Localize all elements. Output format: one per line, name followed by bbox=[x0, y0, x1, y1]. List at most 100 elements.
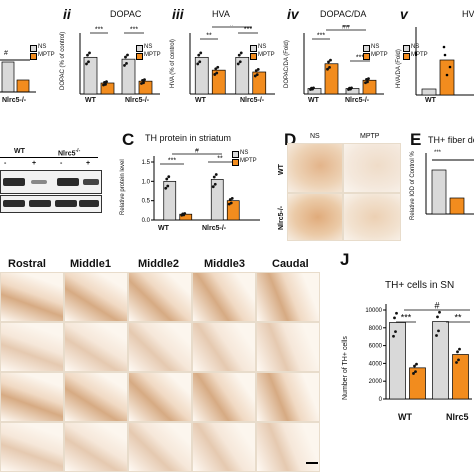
panel-c-title: TH protein in striatum bbox=[145, 133, 232, 143]
data-point bbox=[143, 78, 146, 82]
sn-section-tile bbox=[64, 322, 128, 372]
legend-ns-label: NS bbox=[38, 44, 47, 50]
section-col-rostral: Rostral bbox=[8, 258, 46, 270]
bar-wt-mptp bbox=[409, 367, 426, 400]
data-point bbox=[455, 361, 458, 364]
data-point bbox=[350, 86, 353, 90]
y-tick-label: 1.5 bbox=[142, 160, 151, 166]
blot-ko-sup: -/- bbox=[75, 148, 81, 154]
legend-mptp-swatch bbox=[363, 53, 370, 60]
data-point bbox=[124, 55, 127, 59]
significance-label: *** bbox=[168, 158, 176, 165]
blot-control-membrane bbox=[0, 195, 102, 213]
data-point bbox=[367, 77, 370, 80]
sn-section-tile bbox=[128, 372, 192, 422]
legend-ns-swatch bbox=[30, 45, 37, 52]
y-tick-label: 10000 bbox=[365, 308, 382, 314]
data-point bbox=[213, 182, 217, 186]
striatum-wt-mptp bbox=[343, 143, 401, 193]
panel-c-ylabel: Relative protein level bbox=[120, 159, 126, 215]
data-point bbox=[216, 65, 220, 69]
data-point bbox=[237, 53, 241, 57]
panel-j-ylabel: Number of TH+ cells bbox=[342, 336, 349, 400]
panel-ii-title: DOPAC bbox=[110, 9, 142, 19]
section-col-caudal: Caudal bbox=[272, 258, 309, 270]
sn-section-tile bbox=[128, 422, 192, 472]
significance-label: *** bbox=[356, 55, 364, 62]
bar-nlrc-mptp bbox=[452, 354, 469, 400]
data-point bbox=[105, 80, 108, 84]
y-tick-label: 8000 bbox=[369, 326, 383, 332]
striatum-ko-mptp bbox=[343, 193, 401, 241]
data-point bbox=[457, 358, 460, 362]
sn-section-grid bbox=[0, 272, 322, 474]
panel-ii-group-ko: Nlrc5-/- bbox=[125, 97, 150, 104]
panel-c-chart: 0.00.51.01.5 *** **# bbox=[142, 148, 260, 223]
data-point bbox=[215, 71, 219, 75]
sn-section-tile bbox=[0, 422, 64, 472]
panel-e-chart bbox=[425, 153, 474, 215]
panel-e-title: TH+ fiber der bbox=[428, 135, 474, 145]
data-point bbox=[164, 186, 168, 190]
data-point bbox=[198, 60, 202, 64]
data-point bbox=[199, 51, 203, 55]
significance-label: ** bbox=[206, 33, 212, 40]
legend-mptp-swatch bbox=[136, 53, 143, 60]
panel-d-row-wt: WT bbox=[278, 164, 285, 175]
blot-wt-label: WT bbox=[14, 148, 25, 155]
panel-v-title: HV bbox=[462, 9, 474, 19]
data-point bbox=[395, 311, 398, 315]
sn-section-tile bbox=[256, 322, 320, 372]
significance-label: ** bbox=[454, 313, 462, 323]
blot-band-ko-mptp bbox=[83, 179, 99, 185]
data-point bbox=[239, 51, 243, 55]
panel-iii-group-wt: WT bbox=[195, 97, 206, 104]
panel-j-chart: 0 2000 4000 6000 8000 10000 *** # ** bbox=[365, 301, 472, 402]
blot-band-ctrl-4 bbox=[79, 200, 99, 207]
data-point bbox=[230, 196, 234, 200]
data-point bbox=[87, 60, 90, 64]
panel-iv-group-ko: Nlrc5-/- bbox=[345, 97, 370, 104]
significance-label: *** bbox=[130, 27, 138, 34]
legend-mptp-swatch bbox=[250, 53, 257, 60]
panel-e-sig: *** bbox=[434, 150, 442, 156]
significance-label: # bbox=[434, 301, 439, 311]
data-point bbox=[414, 370, 417, 373]
legend-ns-swatch bbox=[250, 45, 257, 52]
data-point bbox=[88, 51, 91, 55]
panel-ii-roman: ii bbox=[63, 6, 71, 22]
data-point bbox=[255, 73, 259, 77]
bar-wt-ns bbox=[163, 180, 177, 221]
section-col-middle2: Middle2 bbox=[138, 258, 179, 270]
y-tick-label: 0 bbox=[379, 397, 383, 402]
significance-label: *** bbox=[401, 313, 412, 323]
data-point bbox=[392, 334, 395, 338]
panel-iv-group-wt: WT bbox=[308, 97, 319, 104]
data-point bbox=[253, 74, 257, 78]
data-point bbox=[326, 67, 329, 71]
legend-mptp-label: MPTP bbox=[371, 52, 388, 58]
panel-j-letter: J bbox=[340, 250, 350, 269]
data-point bbox=[126, 53, 129, 57]
data-point bbox=[256, 67, 260, 71]
panel-e-ylabel: Relative IOD of Control % bbox=[410, 151, 416, 220]
legend-ns-swatch bbox=[363, 45, 370, 52]
y-tick-label: 0.5 bbox=[142, 199, 151, 205]
significance-label: *** bbox=[244, 27, 252, 34]
panel-e-letter: E bbox=[410, 130, 422, 149]
significance-label: *** bbox=[95, 27, 103, 34]
y-tick-label: 6000 bbox=[369, 344, 383, 350]
legend-mptp-swatch bbox=[232, 159, 239, 166]
y-tick-label: 1.0 bbox=[142, 179, 151, 185]
panel-i-chart bbox=[0, 59, 36, 93]
legend-ns-swatch bbox=[403, 45, 410, 52]
blot-minus-2: - bbox=[60, 160, 63, 167]
scale-bar bbox=[306, 462, 318, 464]
blot-band-ko-ns bbox=[57, 178, 79, 186]
data-point bbox=[166, 184, 170, 188]
significance-label: *** bbox=[317, 33, 325, 40]
bar-nlrc-mptp bbox=[252, 71, 267, 95]
sn-section-tile bbox=[64, 422, 128, 472]
panel-c-letter: C bbox=[122, 130, 135, 149]
data-point bbox=[86, 53, 89, 57]
